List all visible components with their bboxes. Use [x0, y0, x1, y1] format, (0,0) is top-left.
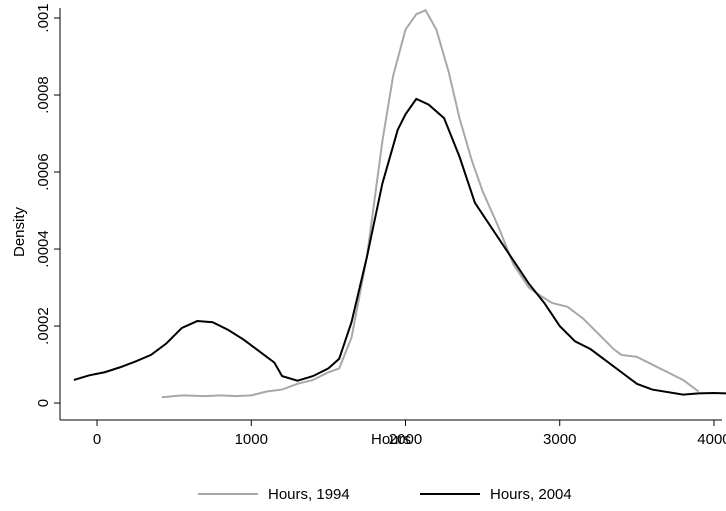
x-tick-label: 0 — [93, 431, 101, 448]
x-tick-label: 2000 — [389, 431, 422, 448]
data-line — [73, 97, 726, 396]
legend-label: Hours, 2004 — [490, 486, 572, 503]
y-tick-label: 0 — [35, 399, 52, 407]
legend-label: Hours, 1994 — [268, 486, 350, 503]
x-tick-label: 4000 — [697, 431, 726, 448]
y-tick-label: .001 — [35, 3, 52, 32]
y-tick-label: .0006 — [35, 153, 52, 191]
x-tick-label: 3000 — [543, 431, 576, 448]
y-tick-label: .0004 — [35, 230, 52, 268]
x-axis-label: Hours — [371, 431, 411, 448]
x-tick-label: 1000 — [235, 431, 268, 448]
y-tick-label: .0002 — [35, 307, 52, 345]
y-tick-label: .0008 — [35, 76, 52, 114]
y-axis-label: Density — [11, 206, 28, 257]
data-line — [161, 9, 700, 399]
